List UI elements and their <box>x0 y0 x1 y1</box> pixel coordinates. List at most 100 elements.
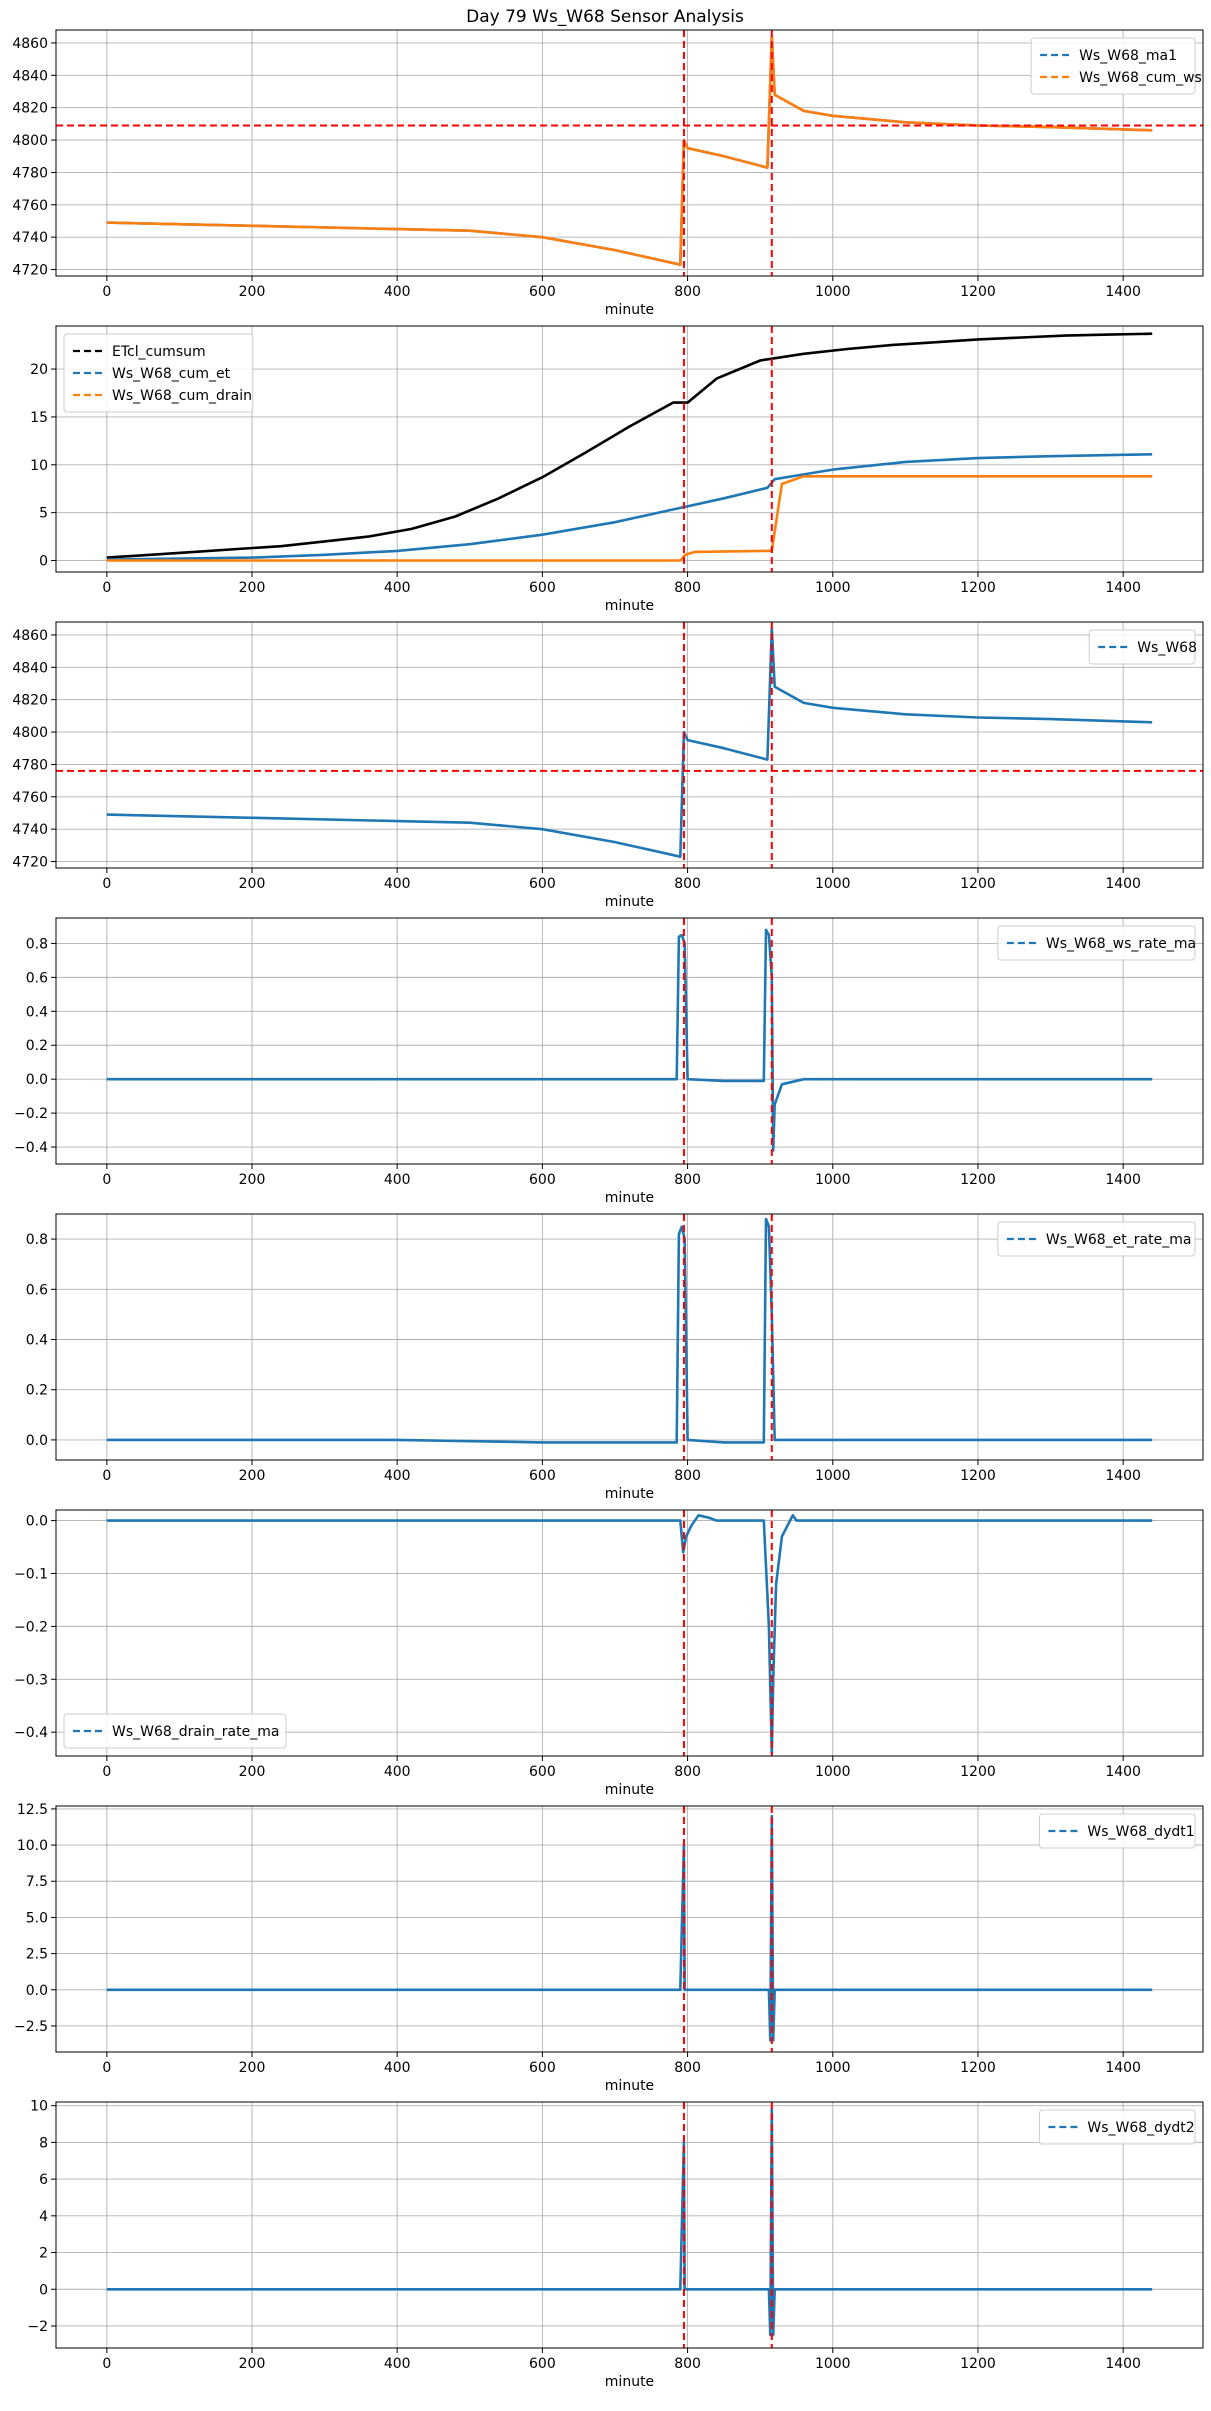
x-tick-label: 200 <box>239 2060 266 2076</box>
y-tick-label: 4860 <box>12 628 48 644</box>
x-tick-label: 1400 <box>1105 876 1141 892</box>
x-tick-label: 400 <box>384 1468 411 1484</box>
axes-frame <box>55 1805 1204 2053</box>
legend-label: Ws_W68_ws_rate_ma <box>1046 936 1196 952</box>
x-tick-label: 600 <box>529 2060 556 2076</box>
y-tick-label: 2.5 <box>26 1947 48 1963</box>
x-tick-label: 0 <box>102 876 111 892</box>
x-tick-label: 1200 <box>960 284 996 300</box>
x-tick-label: 0 <box>102 1764 111 1780</box>
x-tick-label: 200 <box>239 2356 266 2372</box>
y-tick-label: −0.1 <box>14 1566 48 1582</box>
x-tick-label: 1200 <box>960 2356 996 2372</box>
legend-box <box>1088 629 1196 665</box>
subplot-5: 0 200 400 600 800 1000 1200 1400 0.0 0.2 0.4 0.6 0.8… <box>26 1213 1204 1502</box>
x-tick-label: 1400 <box>1105 1764 1141 1780</box>
x-tick-label: 600 <box>529 1468 556 1484</box>
legend-label: Ws_W68_ma1 <box>1079 48 1177 64</box>
legend-label: Ws_W68_et_rate_ma <box>1046 1232 1192 1248</box>
x-tick-label: 1400 <box>1105 2060 1141 2076</box>
y-tick-label: −0.4 <box>14 1140 48 1156</box>
y-tick-label: 0.4 <box>26 1004 48 1020</box>
x-tick-label: 1200 <box>960 1764 996 1780</box>
legend-box <box>1030 37 1196 95</box>
legend-box <box>63 1713 287 1749</box>
x-tick-label: 200 <box>239 1172 266 1188</box>
x-axis-label: minute <box>605 1486 654 1502</box>
y-tick-label: −2 <box>27 2319 48 2335</box>
legend-label: Ws_W68_dydt2 <box>1087 2120 1194 2136</box>
x-tick-label: 600 <box>529 580 556 596</box>
legend: Ws_W68_ws_rate_ma <box>997 925 1196 961</box>
subplot-1: 0 200 400 600 800 1000 1200 1400 4720 4740 4760 478… <box>12 29 1204 318</box>
x-tick-label: 1200 <box>960 580 996 596</box>
y-tick-label: 2 <box>39 2246 48 2262</box>
x-axis-label: minute <box>605 1190 654 1206</box>
x-tick-label: 200 <box>239 284 266 300</box>
y-tick-label: 12.5 <box>17 1802 48 1818</box>
x-tick-label: 1200 <box>960 2060 996 2076</box>
series-group <box>56 622 1203 868</box>
x-tick-label: 1000 <box>815 284 851 300</box>
x-tick-label: 1000 <box>815 2060 851 2076</box>
x-tick-label: 1400 <box>1105 284 1141 300</box>
x-tick-label: 400 <box>384 1172 411 1188</box>
y-tick-label: 4720 <box>12 855 48 871</box>
y-tick-label: 4 <box>39 2209 48 2225</box>
y-tick-label: −0.3 <box>14 1672 48 1688</box>
legend-label: Ws_W68_dydt1 <box>1087 1824 1194 1840</box>
y-tick-label: 7.5 <box>26 1874 48 1890</box>
x-tick-label: 1000 <box>815 2356 851 2372</box>
x-tick-label: 0 <box>102 1468 111 1484</box>
legend-label: Ws_W68_cum_et <box>112 366 231 382</box>
x-tick-label: 800 <box>674 1468 701 1484</box>
x-tick-label: 400 <box>384 2356 411 2372</box>
y-tick-label: −0.2 <box>14 1106 48 1122</box>
y-tick-label: 4820 <box>12 101 48 117</box>
x-tick-label: 800 <box>674 284 701 300</box>
legend-label: Ws_W68_cum_drain <box>112 388 252 404</box>
x-tick-label: 1400 <box>1105 1468 1141 1484</box>
subplot-4: 0 200 400 600 800 1000 1200 1400 −0.4 −0.2 0.0 0.2 0… <box>14 917 1204 1206</box>
x-tick-label: 600 <box>529 876 556 892</box>
series-group <box>106 918 1153 1164</box>
y-tick-label: 0.0 <box>26 1433 48 1449</box>
x-tick-label: 200 <box>239 1468 266 1484</box>
legend: Ws_W68_ma1 Ws_W68_cum_ws <box>1030 37 1202 95</box>
x-tick-label: 600 <box>529 1172 556 1188</box>
y-tick-label: 0.8 <box>26 1232 48 1248</box>
y-tick-label: 4860 <box>12 36 48 52</box>
legend: Ws_W68_et_rate_ma <box>997 1221 1196 1257</box>
y-tick-label: −0.2 <box>14 1619 48 1635</box>
legend-box <box>1038 1813 1196 1849</box>
legend-label: Ws_W68_cum_ws <box>1079 70 1202 86</box>
x-tick-label: 800 <box>674 1764 701 1780</box>
series-line-ws-w68-dydt1 <box>106 1814 1153 2042</box>
y-tick-label: 8 <box>39 2135 48 2151</box>
series-group <box>56 30 1203 276</box>
y-tick-label: −2.5 <box>14 2019 48 2035</box>
y-tick-label: 0.0 <box>26 1983 48 1999</box>
subplot-6: 0 200 400 600 800 1000 1200 1400 −0.4 −0.3 −0.2 −0.… <box>14 1509 1204 1798</box>
y-tick-label: 0 <box>39 554 48 570</box>
x-tick-label: 600 <box>529 1764 556 1780</box>
x-tick-label: 1400 <box>1105 2356 1141 2372</box>
x-tick-label: 1200 <box>960 876 996 892</box>
legend-box <box>997 925 1196 961</box>
subplot-7: 0 200 400 600 800 1000 1200 1400 −2.5 0.0 2.5 5.0 7.… <box>14 1802 1204 2094</box>
y-tick-label: 6 <box>39 2172 48 2188</box>
y-tick-label: 10 <box>30 458 48 474</box>
y-tick-label: 0 <box>39 2282 48 2298</box>
y-tick-label: 4760 <box>12 790 48 806</box>
y-tick-label: 4800 <box>12 133 48 149</box>
figure-title: Day 79 Ws_W68 Sensor Analysis <box>466 7 744 27</box>
series-line-ws-w68 <box>106 627 1153 859</box>
y-tick-label: 10.0 <box>17 1838 48 1854</box>
series-line-ws-w68-et-rate-ma <box>106 1217 1153 1444</box>
x-tick-label: 800 <box>674 580 701 596</box>
series-group <box>106 2102 1153 2348</box>
legend-label: Ws_W68_drain_rate_ma <box>112 1724 279 1740</box>
axes-frame <box>55 917 1204 1165</box>
x-axis-label: minute <box>605 302 654 318</box>
